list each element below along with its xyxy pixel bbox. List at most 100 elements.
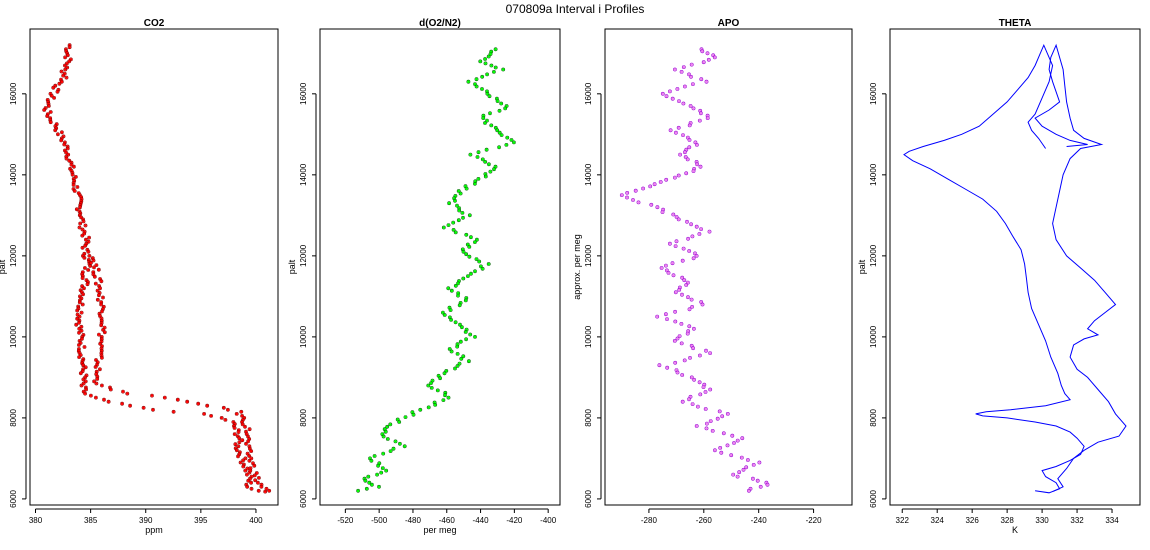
data-point (690, 305, 694, 309)
data-point (658, 363, 661, 367)
data-point (92, 380, 96, 383)
data-point-outline (704, 426, 709, 431)
data-point-outline (52, 96, 57, 100)
data-point (473, 240, 477, 244)
data-point (766, 483, 769, 487)
data-point (376, 464, 380, 468)
data-point (490, 124, 493, 127)
data-point-outline (680, 399, 685, 404)
data-point (485, 148, 488, 151)
y-tick-label: 6000 (584, 489, 593, 507)
data-point (65, 157, 68, 160)
data-point (447, 287, 450, 290)
data-point (92, 259, 95, 262)
data-point (466, 274, 470, 278)
data-point (49, 120, 52, 124)
data-point (397, 420, 401, 424)
data-point-outline (120, 401, 125, 406)
data-point (476, 155, 479, 159)
x-tick-label: 324 (931, 516, 945, 525)
data-point (687, 249, 691, 253)
data-point (455, 345, 459, 348)
data-point (94, 365, 97, 369)
x-tick-label: 330 (1035, 516, 1049, 525)
data-point (759, 485, 762, 489)
data-point-outline (688, 355, 692, 360)
data-point-outline (364, 486, 369, 491)
data-point (702, 60, 705, 64)
data-point (102, 398, 106, 402)
data-point (429, 381, 433, 385)
data-point-outline (689, 375, 694, 380)
data-point (483, 160, 487, 164)
data-point-outline (385, 424, 390, 429)
data-point-outline (676, 217, 681, 222)
data-point-outline (240, 438, 245, 443)
data-point-outline (451, 227, 456, 232)
data-point-outline (673, 175, 677, 180)
data-point (484, 175, 488, 178)
data-point (250, 487, 253, 491)
data-point (403, 445, 407, 448)
data-point (128, 404, 132, 408)
data-point (83, 345, 86, 349)
data-point (479, 265, 483, 268)
data-point (475, 85, 478, 88)
data-point (64, 68, 67, 71)
data-point (256, 481, 260, 485)
data-point-outline (687, 324, 692, 329)
data-point (497, 146, 501, 149)
data-point (68, 159, 71, 162)
data-point-outline (121, 389, 125, 394)
data-point-outline (196, 401, 201, 406)
panel-2: d(O2/N2) -520 -500 -480 -460 -440 -420 -400 per … (287, 18, 561, 535)
data-point (704, 407, 707, 411)
data-point-outline (56, 132, 60, 137)
data-point (680, 322, 683, 326)
data-point (447, 201, 451, 205)
data-point-outline (185, 399, 190, 404)
data-point (691, 402, 694, 406)
data-point-outline (383, 429, 388, 434)
data-point (453, 367, 457, 370)
data-point-outline (256, 488, 261, 493)
data-point-outline (81, 377, 86, 382)
data-point-outline (75, 185, 80, 189)
data-point-outline (679, 70, 684, 74)
data-point (688, 138, 691, 142)
data-point-outline (440, 310, 445, 315)
data-point (655, 315, 659, 318)
data-point (78, 301, 82, 304)
data-point-outline (483, 159, 488, 164)
data-point-outline (92, 379, 97, 384)
data-point (82, 287, 86, 290)
data-point-outline (689, 62, 694, 67)
data-point (78, 205, 82, 209)
data-point-outline (382, 427, 387, 432)
data-point (475, 77, 478, 81)
data-point-outline (80, 227, 85, 232)
data-point-outline (708, 387, 713, 392)
data-point-outline (246, 439, 251, 444)
data-point (465, 187, 468, 190)
data-point (443, 393, 447, 397)
data-point (637, 201, 640, 204)
data-point-outline (708, 419, 713, 424)
data-point-outline (433, 402, 438, 407)
data-point-outline (141, 405, 146, 410)
data-point-outline (735, 474, 740, 479)
data-point (682, 247, 685, 250)
data-point (665, 269, 669, 272)
data-point (484, 62, 487, 65)
data-point (736, 475, 739, 478)
data-point-outline (681, 246, 686, 251)
data-point-outline (489, 123, 494, 128)
data-point (412, 413, 415, 417)
data-point (692, 327, 696, 331)
data-point-outline (451, 220, 456, 225)
data-point (702, 385, 705, 389)
data-point (690, 376, 694, 379)
data-point (690, 344, 693, 348)
data-point (89, 394, 93, 397)
